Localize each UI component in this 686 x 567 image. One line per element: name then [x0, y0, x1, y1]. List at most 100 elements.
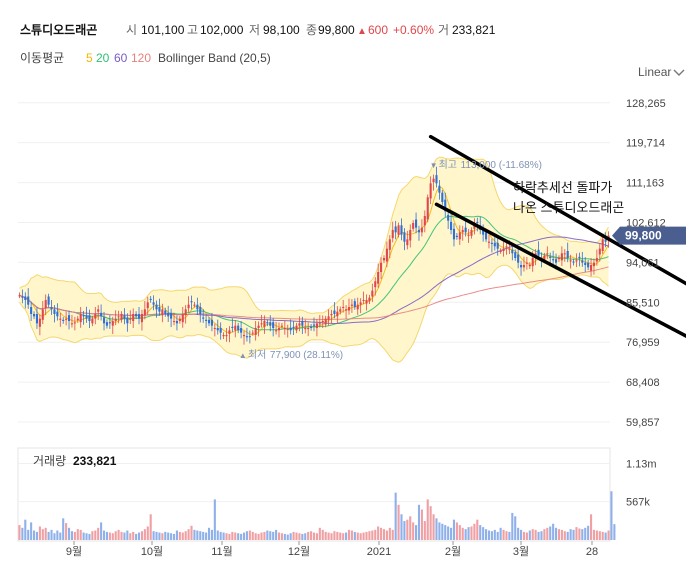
candle [330, 309, 333, 324]
candle-body [231, 326, 234, 328]
candle-body [248, 336, 251, 338]
volume-bar [167, 532, 170, 540]
candle-body [219, 328, 222, 333]
candle [245, 327, 248, 342]
volume-bar [62, 518, 65, 540]
candle-body [152, 302, 155, 305]
candle [490, 238, 493, 253]
candle-body [537, 249, 540, 256]
scale-label[interactable]: Linear [638, 65, 671, 79]
candle [415, 212, 418, 234]
volume-bar [476, 519, 479, 540]
candle-body [514, 252, 517, 258]
candle-body [487, 241, 491, 243]
ma-period-20: 20 [96, 51, 110, 65]
candle [207, 317, 211, 327]
candle-body [350, 304, 353, 306]
candle-body [24, 296, 27, 300]
volume-bar [312, 532, 316, 540]
candle [347, 298, 351, 315]
candle [135, 311, 138, 320]
volume-bar [435, 518, 438, 540]
volume-bar [362, 532, 365, 540]
candle [62, 317, 65, 324]
volume-bar [41, 529, 44, 540]
candle-body [295, 325, 298, 331]
volume-bar [132, 531, 135, 540]
candle [175, 315, 178, 331]
low-label: 저 [249, 23, 260, 37]
candle [426, 194, 429, 223]
candle [380, 257, 383, 279]
candle-body [400, 225, 403, 235]
candle [499, 248, 502, 254]
high-marker-value: 113,000 (-11.68%) [461, 160, 542, 171]
price-tick-label: 85,510 [626, 297, 660, 309]
volume-bar [123, 532, 126, 540]
volume-bar [607, 530, 610, 540]
candle-body [584, 262, 587, 265]
chevron-down-icon[interactable] [673, 69, 685, 76]
annotation-line-1: 하락추세선 돌파가 [513, 180, 612, 195]
scale-selector[interactable]: Linear [638, 65, 685, 79]
volume-bar [490, 531, 493, 540]
candle [53, 305, 56, 323]
candle-body [178, 318, 181, 321]
ma-period-120: 120 [131, 51, 151, 65]
volume-bar [82, 532, 85, 540]
volume-bar [455, 522, 458, 540]
bollinger-label[interactable]: Bollinger Band (20,5) [158, 51, 271, 65]
candle [342, 300, 345, 313]
candle-body [554, 259, 558, 263]
candle [388, 235, 391, 259]
candle-body [578, 256, 581, 258]
volume-bar [105, 531, 108, 540]
candle-body [347, 307, 351, 311]
candle [164, 307, 167, 317]
candle-body [234, 325, 237, 331]
volume-bar [155, 531, 158, 540]
candle-body [202, 317, 205, 319]
volume-bar [394, 492, 397, 540]
candle-body [70, 323, 74, 325]
volume-bar [213, 499, 216, 540]
volume-bar [505, 531, 508, 540]
volume-bar [275, 529, 278, 540]
candle [286, 324, 289, 338]
candle [277, 322, 281, 338]
candle-body [499, 251, 502, 252]
volume-bar [18, 525, 21, 540]
candle-body [382, 258, 386, 261]
candle [450, 213, 453, 235]
candle [213, 323, 216, 337]
candle [181, 307, 184, 328]
volume-bars [18, 491, 616, 540]
candle [374, 277, 377, 296]
candle-body [485, 232, 488, 240]
candle-body [111, 321, 114, 326]
candle-body [155, 304, 158, 310]
candle [321, 315, 324, 328]
candle-body [190, 301, 193, 303]
candle-body [269, 322, 272, 326]
candle-body [438, 185, 441, 193]
candle-body [237, 325, 240, 331]
candle [572, 258, 575, 266]
current-price-label: 99,800 [625, 229, 662, 243]
candle-body [100, 312, 103, 317]
candle-body [493, 242, 496, 247]
candle [566, 242, 569, 263]
candle [350, 299, 353, 313]
volume-bar [444, 525, 447, 540]
candle [318, 314, 321, 328]
candle-body [205, 319, 208, 321]
candle-body [135, 314, 138, 317]
volume-bar [228, 533, 231, 540]
candle-body [126, 317, 129, 324]
candle-body [310, 326, 313, 328]
candle [266, 319, 269, 327]
candle [520, 260, 523, 276]
volume-bar [330, 533, 333, 540]
ma-label[interactable]: 이동평균 [20, 51, 64, 65]
volume-bar [409, 516, 412, 540]
